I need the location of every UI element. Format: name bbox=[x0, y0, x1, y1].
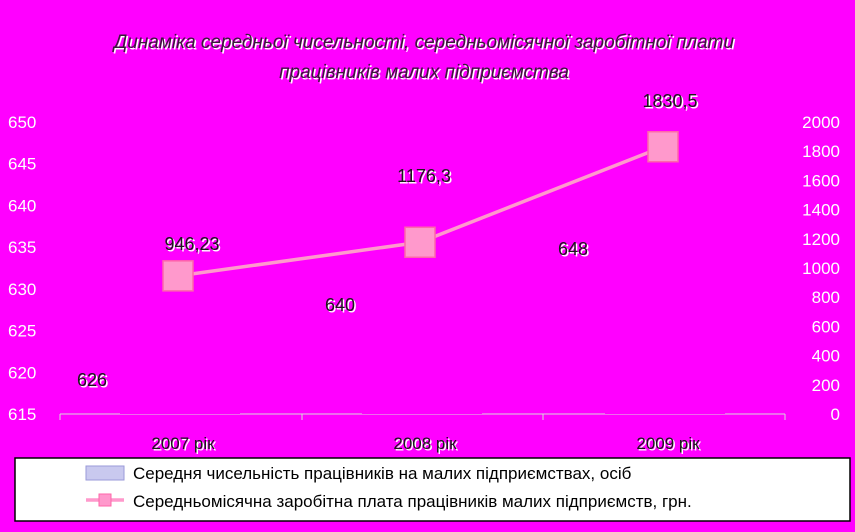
line-data-label: 946,23 bbox=[164, 234, 219, 254]
line-data-label-shadow: 1176,3 bbox=[399, 168, 453, 188]
chart-title-shadow: працівників малих підприємства bbox=[281, 64, 571, 85]
legend-label-line: Середньомісячна заробітна плата працівни… bbox=[133, 492, 692, 511]
y-right-tick-label: 1000 bbox=[802, 259, 840, 278]
legend-key-marker bbox=[98, 493, 112, 507]
y-right-tick-label: 1400 bbox=[802, 201, 840, 220]
bar-data-label-shadow: 626 bbox=[78, 372, 108, 392]
line-marker bbox=[404, 226, 436, 259]
line-marker bbox=[647, 130, 679, 163]
y-left-tick-label: 640 bbox=[8, 196, 36, 215]
y-right-tick-label: 1800 bbox=[802, 142, 840, 161]
chart-title-shadow: Динаміка середньої чисельності, середньо… bbox=[113, 34, 736, 55]
y-left-tick-label: 635 bbox=[8, 238, 36, 257]
bar bbox=[605, 138, 725, 414]
y-right-tick-label: 600 bbox=[812, 317, 840, 336]
y-left-tick-label: 615 bbox=[8, 405, 36, 424]
legend-key-bar bbox=[85, 465, 125, 481]
line-data-label-shadow: 946,23 bbox=[166, 236, 221, 256]
bar-data-label: 640 bbox=[325, 295, 355, 315]
line-marker bbox=[162, 260, 194, 292]
y-left-tick-label: 620 bbox=[8, 363, 36, 382]
y-left-tick-label: 630 bbox=[8, 280, 36, 299]
x-category-label-shadow: 2009 рік bbox=[638, 436, 702, 455]
line-data-label: 1176,3 bbox=[397, 166, 451, 186]
bar-data-label: 626 bbox=[77, 370, 107, 390]
x-category-label-shadow: 2008 рік bbox=[395, 436, 459, 455]
bar bbox=[120, 322, 240, 414]
y-right-tick-label: 200 bbox=[812, 376, 840, 395]
y-right-tick-label: 1600 bbox=[802, 171, 840, 190]
chart-title-line: Динаміка середньої чисельності, середньо… bbox=[112, 32, 735, 53]
chart-title-line: працівників малих підприємства bbox=[279, 62, 569, 83]
x-category-label: 2008 рік bbox=[393, 434, 457, 453]
y-left-tick-label: 625 bbox=[8, 322, 36, 341]
line-data-label: 1830,5 bbox=[642, 91, 697, 111]
bar-data-label-shadow: 648 bbox=[559, 241, 589, 261]
legend-label-bar: Середня чисельність працівників на малих… bbox=[133, 464, 632, 483]
x-category-label-shadow: 2007 рік bbox=[153, 436, 217, 455]
y-right-tick-label: 0 bbox=[831, 405, 840, 424]
bar-data-label-shadow: 640 bbox=[326, 297, 356, 317]
y-left-tick-label: 645 bbox=[8, 155, 36, 174]
y-right-tick-label: 1200 bbox=[802, 230, 840, 249]
bar-data-label: 648 bbox=[558, 239, 588, 259]
y-right-tick-label: 2000 bbox=[802, 113, 840, 132]
x-category-label: 2009 рік bbox=[636, 434, 700, 453]
y-right-tick-label: 800 bbox=[812, 288, 840, 307]
x-category-label: 2007 рік bbox=[151, 434, 215, 453]
y-right-tick-label: 400 bbox=[812, 347, 840, 366]
line-data-label-shadow: 1830,5 bbox=[644, 93, 699, 113]
y-left-tick-label: 650 bbox=[8, 113, 36, 132]
legend-box bbox=[14, 457, 851, 522]
